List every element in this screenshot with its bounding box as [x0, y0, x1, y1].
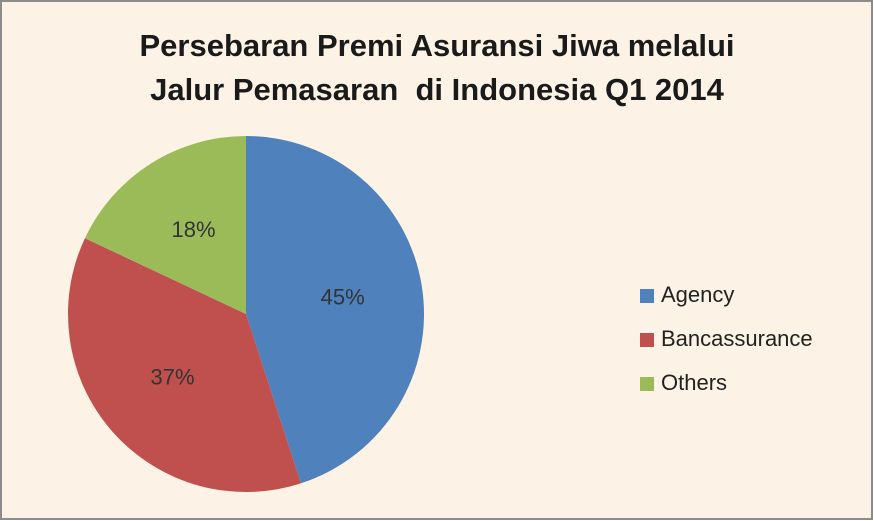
data-label: 45%	[321, 284, 365, 309]
pie-slice	[246, 136, 424, 484]
pie-slice	[68, 238, 302, 493]
legend-swatch	[640, 333, 654, 347]
legend-swatch	[640, 289, 654, 303]
legend-label: Others	[661, 370, 727, 395]
chart-title: Jalur Pemasaran di Indonesia Q1 2014	[150, 72, 725, 107]
data-label: 37%	[151, 365, 195, 390]
chart-title: Persebaran Premi Asuransi Jiwa melalui	[139, 28, 734, 63]
legend-swatch	[640, 377, 654, 391]
data-label: 18%	[172, 217, 216, 242]
pie-slice	[84, 136, 246, 314]
legend-label: Bancassurance	[661, 326, 813, 351]
legend-label: Agency	[661, 282, 734, 307]
